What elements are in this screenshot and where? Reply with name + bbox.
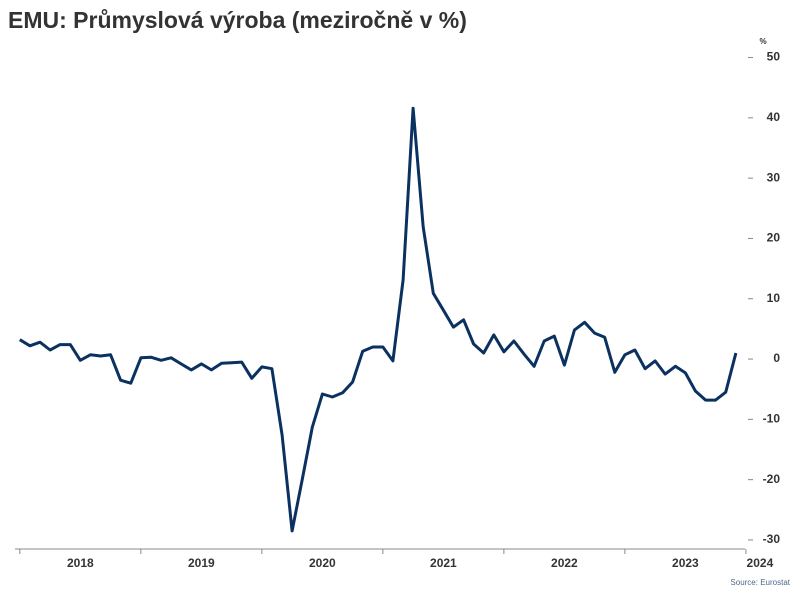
x-tick-label: 2024	[747, 556, 774, 570]
x-tick-label: 2018	[67, 556, 94, 570]
x-tick-label: 2022	[551, 556, 578, 570]
x-tick-label: 2020	[309, 556, 336, 570]
y-tick-label: -10	[763, 412, 781, 426]
y-tick-label: 0	[773, 351, 780, 365]
chart-title: EMU: Průmyslová výroba (meziročně v %)	[8, 7, 467, 33]
y-tick-label: 40	[767, 110, 781, 124]
y-axis-label: %	[759, 37, 766, 46]
data-line	[19, 106, 738, 533]
x-tick-label: 2021	[430, 556, 457, 570]
y-tick-label: -20	[763, 472, 781, 486]
y-tick-label: 50	[767, 50, 781, 64]
y-tick-label: 10	[767, 291, 781, 305]
y-tick-label: 20	[767, 231, 781, 245]
x-tick-label: 2019	[188, 556, 215, 570]
x-tick-label: 2023	[672, 556, 699, 570]
y-tick-label: -30	[763, 532, 781, 546]
source: Source: Eurostat	[730, 578, 790, 587]
y-tick-label: 30	[767, 170, 781, 184]
